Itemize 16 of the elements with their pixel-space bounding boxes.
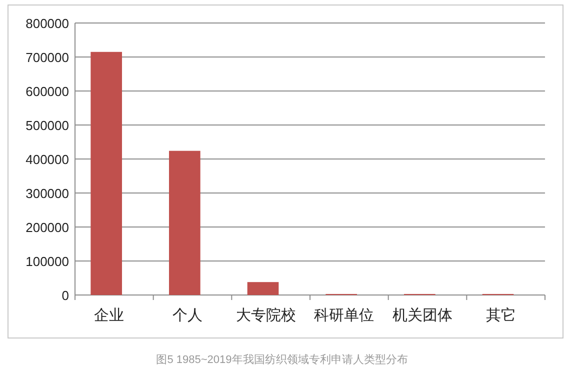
caption: 图5 1985~2019年我国纺织领域专利申请人类型分布 [156,353,408,366]
y-tick-label: 300000 [26,186,69,201]
x-tick-label: 机关团体 [392,307,452,324]
y-tick-label: 600000 [26,84,69,99]
x-tick-label: 科研单位 [314,307,374,324]
x-tick-label: 大专院校 [236,307,296,324]
y-tick-label: 200000 [26,220,69,235]
y-tick-label: 500000 [26,118,69,133]
y-tick-label: 700000 [26,50,69,65]
y-tick-label: 0 [62,288,69,303]
y-tick-label: 400000 [26,152,69,167]
x-tick-label: 企业 [94,307,124,324]
y-tick-label: 800000 [26,16,69,31]
x-tick-label: 个人 [172,307,202,324]
y-tick-label: 100000 [26,254,69,269]
x-tick-label: 其它 [486,307,516,324]
